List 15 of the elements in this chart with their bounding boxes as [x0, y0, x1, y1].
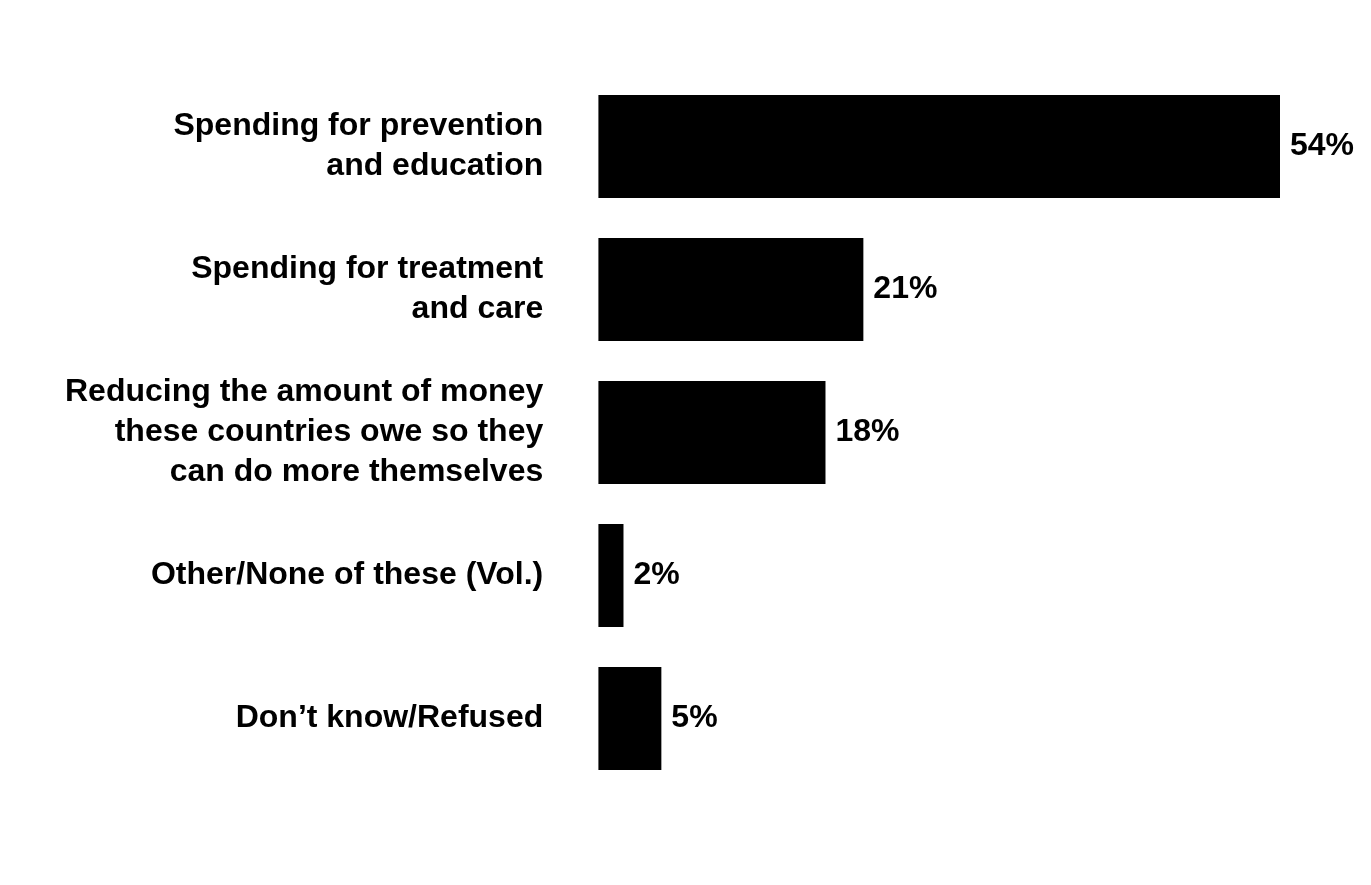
data-label: 18% — [835, 412, 900, 449]
y-tick-label: Don’t know/Refused — [235, 698, 544, 735]
data-label: 54% — [1290, 126, 1355, 163]
bar — [598, 667, 662, 770]
y-tick-label: Other/None of these (Vol.) — [150, 555, 544, 592]
data-label: 5% — [671, 698, 718, 735]
y-tick-label: Spending for treatment and care — [191, 249, 544, 326]
bar — [598, 95, 1280, 198]
data-label: 21% — [873, 269, 938, 306]
data-label: 2% — [633, 555, 680, 592]
bar — [598, 381, 826, 484]
bar — [598, 238, 864, 341]
y-tick-label: Reducing the amount of money these countries owe so they can do more themselves — [65, 372, 544, 489]
bar — [598, 524, 624, 627]
y-tick-label: Spending for prevention and education — [173, 106, 544, 183]
